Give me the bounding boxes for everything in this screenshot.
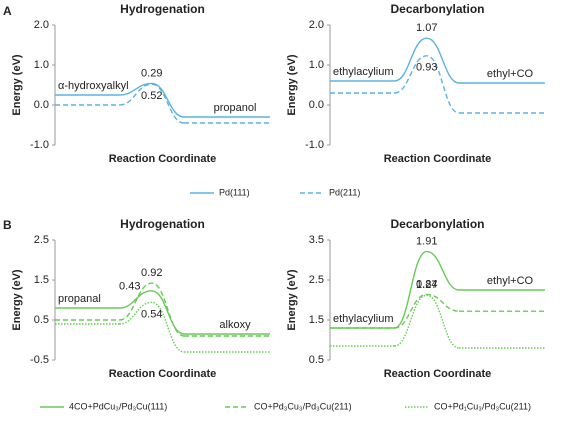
state-label: ethyl+CO [487,275,534,287]
y-tick-label: 1.5 [309,314,324,326]
panel-letter: A [3,4,12,18]
panel-title: Decarbonylation [390,217,484,231]
state-label: propanol [214,102,257,114]
legend-label: Pd(211) [329,187,360,197]
y-tick-label: 0.5 [34,314,49,326]
y-tick-label: -1.0 [30,139,49,151]
panel-title: Hydrogenation [120,217,205,231]
state-label: ethyl+CO [487,68,534,80]
transition-state [394,37,460,84]
state-label: alkoxy [219,319,251,331]
panel-letter: B [3,218,12,232]
transition-state [394,294,460,349]
state-label: ethylacylium [333,313,394,325]
y-tick-label: 0.0 [309,99,324,111]
y-axis-label: Energy (eV) [11,269,23,330]
y-tick-label: 1.0 [309,59,324,71]
y-tick-label: 0.0 [34,99,49,111]
transition-state [119,301,185,353]
legend-label: CO+Pd₃Cu₃/Pd₃Cu(211) [254,401,352,411]
barrier-label: 0.29 [141,67,162,79]
y-axis-label: Energy (eV) [286,54,298,115]
transition-state [394,55,460,114]
transition-state [119,82,185,118]
transition-state [394,250,460,329]
state-label: propanal [58,293,101,305]
barrier-label: 0.93 [416,62,437,74]
barrier-label: 0.43 [119,281,140,293]
y-tick-label: 2.5 [309,274,324,286]
y-tick-label: -0.5 [30,354,49,366]
y-tick-label: 2.0 [309,19,324,31]
state-label: ethylacylium [333,66,394,78]
barrier-label: 0.52 [141,90,162,102]
x-axis-label: Reaction Coordinate [109,153,217,165]
y-tick-label: 3.5 [309,234,324,246]
barrier-label: 1.07 [416,22,437,34]
transition-state [119,282,185,337]
y-tick-label: 1.0 [34,59,49,71]
x-axis-label: Reaction Coordinate [384,368,492,380]
legend-label: CO+Pd₁Cu₃/Pd₃Cu(211) [434,401,531,411]
barrier-label: 0.54 [141,308,162,320]
barrier-label: 1.27 [416,279,437,291]
state-label: α-hydroxyalkyl [58,80,129,92]
barrier-label: 0.92 [141,267,162,279]
y-tick-label: 0.5 [309,354,324,366]
y-axis-label: Energy (eV) [286,269,298,330]
legend-label: Pd(111) [219,187,250,197]
transition-state [394,293,460,329]
y-tick-label: 1.5 [34,274,49,286]
transition-state [119,83,185,124]
y-axis-label: Energy (eV) [11,54,23,115]
legend-label: 4CO+PdCu₃/Pd₃Cu(111) [69,401,167,411]
panel-title: Hydrogenation [120,2,205,16]
panel-title: Decarbonylation [390,2,484,16]
barrier-label: 0.84 [416,278,437,290]
x-axis-label: Reaction Coordinate [384,153,492,165]
y-tick-label: 2.0 [34,19,49,31]
barrier-label: 1.91 [416,236,437,248]
y-tick-label: -1.0 [305,139,324,151]
x-axis-label: Reaction Coordinate [109,368,217,380]
y-tick-label: 2.5 [34,234,49,246]
